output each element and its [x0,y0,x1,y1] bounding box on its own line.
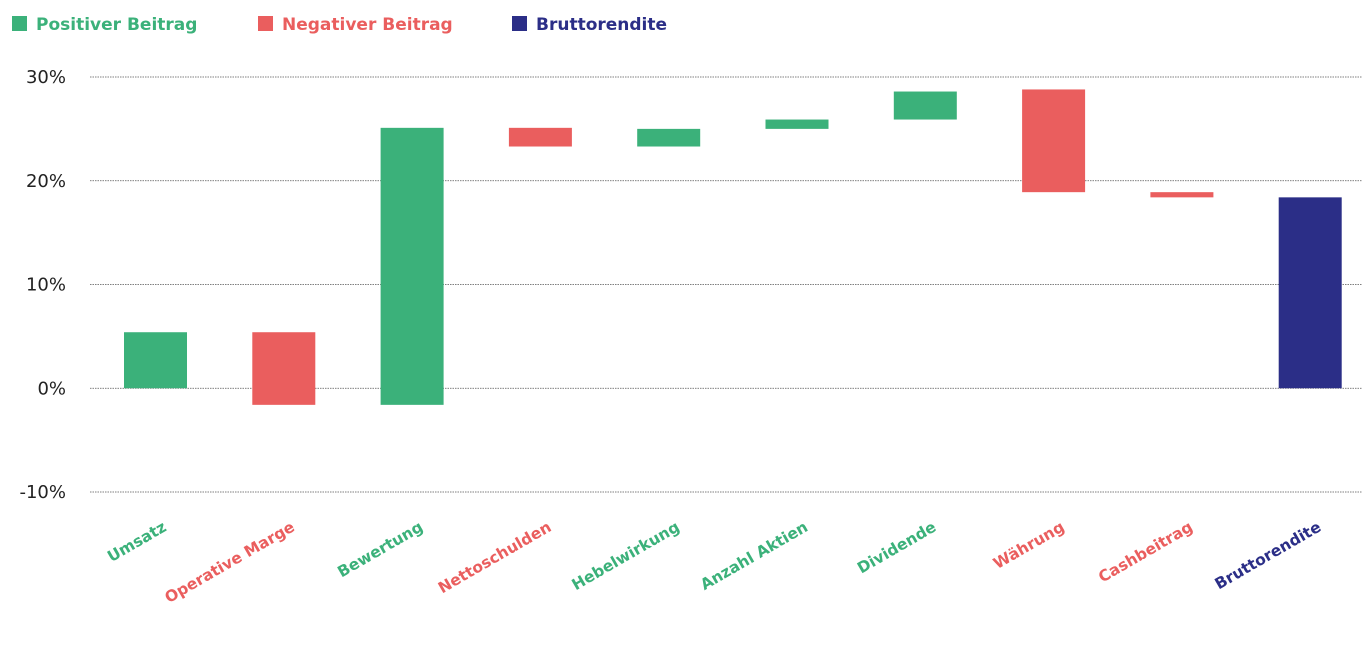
y-tick-label: 20% [26,171,66,192]
x-category-label: Hebelwirkung [569,518,683,594]
x-category-label: Operative Marge [162,518,298,607]
chart-legend: Positiver Beitrag Negativer Beitrag Brutto… [12,15,667,35]
y-tick-label: 30% [26,67,66,88]
bar-währung [1022,89,1086,193]
legend-swatch [512,16,527,31]
legend-label: Negativer Beitrag [282,15,453,35]
bar-cashbeitrag [1150,192,1214,198]
legend-swatch [12,16,27,31]
x-category-label: Dividende [854,518,939,578]
bar-nettoschulden [508,127,572,147]
legend-label: Positiver Beitrag [36,15,197,35]
x-category-label: Cashbeitrag [1095,518,1195,586]
legend-item-2: Negativer Beitrag [258,15,453,35]
legend-label: Bruttorendite [536,15,667,35]
x-category-label: Nettoschulden [435,518,554,597]
bar-bewertung [380,127,444,405]
bar-dividende [893,91,957,120]
bar-anzahl-aktien [765,119,829,129]
bar-bruttorendite [1278,197,1342,389]
chart-bars [124,89,1342,405]
legend-item-1: Positiver Beitrag [12,15,197,35]
y-gridlines [90,76,1362,493]
x-category-label: Umsatz [104,518,169,566]
x-category-label: Bewertung [334,518,426,581]
y-tick-label: 10% [26,275,66,296]
legend-item-3: Bruttorendite [512,15,667,35]
y-tick-label: -10% [19,482,66,503]
y-axis-tick-labels: -10% 0% 10% 20% 30% [19,67,66,503]
x-category-label: Bruttorendite [1212,518,1324,593]
bar-hebelwirkung [637,128,701,147]
bar-umsatz [124,332,187,389]
bar-operative-marge [252,332,316,405]
legend-swatch [258,16,273,31]
x-category-label: Anzahl Aktien [697,518,811,594]
y-tick-label: 0% [37,378,66,399]
x-category-label: Währung [990,518,1067,573]
